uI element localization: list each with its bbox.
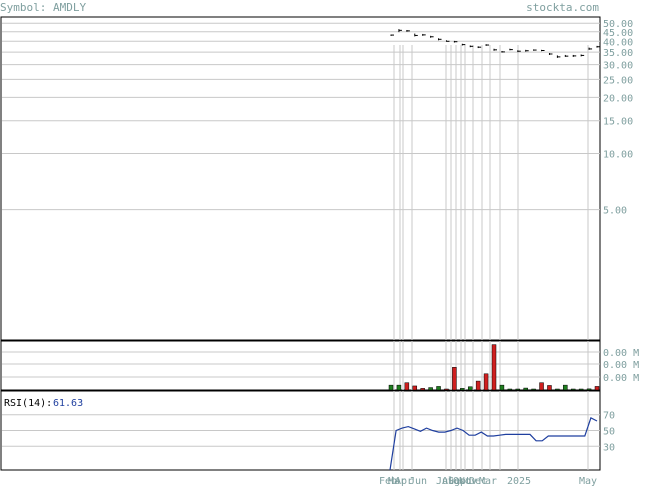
volume-bar bbox=[578, 388, 584, 391]
price-series bbox=[390, 29, 600, 58]
volume-bar bbox=[531, 388, 536, 391]
volume-bar bbox=[586, 388, 592, 391]
volume-tick-label: 0.00 M bbox=[603, 373, 639, 384]
volume-series bbox=[388, 344, 600, 391]
rsi-tick-label: 30 bbox=[603, 442, 615, 453]
volume-bar bbox=[436, 386, 441, 391]
x-axis-label: Jul bbox=[436, 476, 454, 486]
symbol-label: Symbol: AMDLY bbox=[0, 1, 86, 14]
price-tick-label: 5.00 bbox=[603, 206, 627, 217]
x-axis-label: 2025 bbox=[507, 476, 531, 486]
volume-bar bbox=[428, 387, 433, 391]
volume-bar bbox=[547, 385, 552, 391]
x-axis-label: Aug bbox=[442, 476, 460, 486]
volume-bar bbox=[499, 384, 505, 391]
volume-bar bbox=[452, 367, 457, 391]
volume-tick-label: 0.00 M bbox=[603, 360, 639, 371]
price-panel-frame bbox=[0, 16, 601, 341]
price-tick-label: 35.00 bbox=[603, 48, 633, 59]
volume-bar bbox=[491, 344, 497, 391]
rsi-tick-label: 50 bbox=[603, 427, 615, 438]
x-axis-label: Sep bbox=[448, 476, 466, 486]
volume-bar bbox=[523, 387, 528, 391]
volume-bar bbox=[483, 373, 489, 391]
x-axis-label: Oct bbox=[453, 476, 471, 486]
volume-bar bbox=[444, 388, 449, 391]
x-axis-label: May bbox=[579, 476, 597, 486]
price-tick-label: 45.00 bbox=[603, 28, 633, 39]
rsi-tick-label: 70 bbox=[603, 411, 615, 422]
rsi-series bbox=[389, 417, 598, 471]
x-axis-label: Mar bbox=[388, 476, 406, 486]
volume-bar bbox=[475, 380, 481, 391]
volume-bar bbox=[563, 384, 568, 391]
volume-bar bbox=[594, 386, 600, 391]
volume-bar bbox=[420, 388, 425, 391]
volume-bar bbox=[412, 385, 418, 391]
volume-bar bbox=[515, 388, 521, 391]
rsi-line bbox=[389, 417, 598, 471]
volume-bar bbox=[555, 388, 560, 391]
rsi-value: 61.63 bbox=[53, 398, 83, 409]
volume-bar bbox=[570, 388, 576, 391]
price-tick-label: 15.00 bbox=[603, 117, 633, 128]
price-tick-label: 25.00 bbox=[603, 75, 633, 86]
price-tick-label: 20.00 bbox=[603, 93, 633, 104]
volume-bar bbox=[388, 384, 394, 391]
price-tick-label: 10.00 bbox=[603, 150, 633, 161]
volume-bar bbox=[539, 382, 544, 391]
volume-bar bbox=[396, 384, 402, 391]
volume-bar bbox=[507, 388, 513, 391]
volume-tick-label: 0.00 M bbox=[603, 348, 639, 359]
x-axis-label: Dec bbox=[469, 476, 487, 486]
price-tick-label: 30.00 bbox=[603, 61, 633, 72]
x-axis-label: Feb bbox=[379, 476, 397, 486]
volume-bar bbox=[460, 388, 465, 391]
x-axis-label: Nov bbox=[459, 476, 477, 486]
volume-panel-frame bbox=[0, 340, 601, 391]
price-tick-label: 40.00 bbox=[603, 37, 633, 48]
price-tick-label: 50.00 bbox=[603, 19, 633, 30]
brand-label: stockta.com bbox=[526, 1, 599, 14]
x-axis-label: Apr bbox=[395, 476, 413, 486]
x-axis-label: Jun bbox=[409, 476, 427, 486]
volume-bar bbox=[404, 382, 410, 391]
x-axis-label: Mar bbox=[479, 476, 497, 486]
volume-bar bbox=[467, 386, 473, 391]
grid-lines bbox=[2, 22, 600, 470]
rsi-label: RSI(14): bbox=[4, 398, 52, 409]
